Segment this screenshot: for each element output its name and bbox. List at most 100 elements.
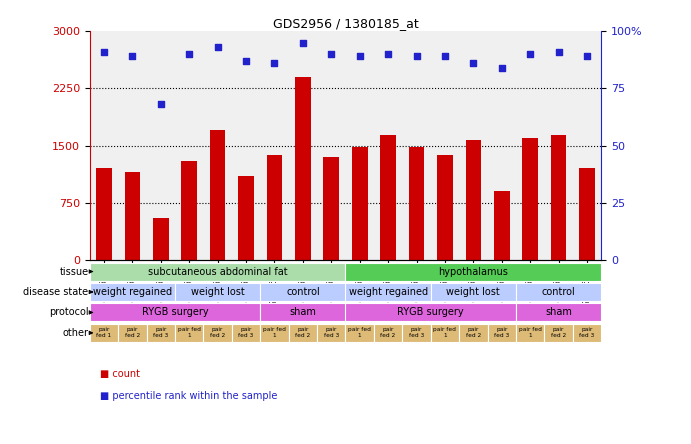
Text: pair
fed 3: pair fed 3	[323, 328, 339, 338]
Text: ■ count: ■ count	[100, 369, 140, 379]
Point	[99, 48, 110, 55]
Bar	[380, 135, 396, 260]
Bar	[90, 262, 346, 281]
Bar	[430, 324, 459, 342]
Bar	[579, 168, 595, 260]
Bar	[346, 283, 430, 301]
Bar	[346, 324, 374, 342]
Bar	[175, 283, 261, 301]
Text: RYGB surgery: RYGB surgery	[142, 307, 209, 317]
Text: pair
fed 3: pair fed 3	[579, 328, 594, 338]
Bar	[459, 324, 488, 342]
Text: pair
fed 3: pair fed 3	[238, 328, 254, 338]
Bar	[153, 218, 169, 260]
Text: pair fed
1: pair fed 1	[178, 328, 200, 338]
Text: weight regained: weight regained	[348, 287, 428, 297]
Text: subcutaneous abdominal fat: subcutaneous abdominal fat	[148, 266, 287, 277]
Point	[524, 51, 536, 58]
Text: other: other	[62, 328, 88, 338]
Bar	[466, 140, 481, 260]
Bar	[261, 324, 289, 342]
Text: tissue: tissue	[59, 266, 88, 277]
Text: sham: sham	[545, 307, 572, 317]
Bar	[96, 168, 112, 260]
Text: pair
fed 1: pair fed 1	[97, 328, 111, 338]
Point	[297, 39, 308, 46]
Point	[439, 53, 451, 60]
Text: pair
fed 3: pair fed 3	[494, 328, 509, 338]
Bar	[488, 324, 516, 342]
Text: weight lost: weight lost	[191, 287, 245, 297]
Point	[411, 53, 422, 60]
Point	[212, 44, 223, 51]
Bar	[352, 147, 368, 260]
Bar	[261, 283, 346, 301]
Text: pair
fed 3: pair fed 3	[409, 328, 424, 338]
Bar	[261, 303, 346, 321]
Bar	[430, 283, 516, 301]
Bar	[267, 155, 283, 260]
Bar	[238, 176, 254, 260]
Bar	[516, 283, 601, 301]
Bar	[494, 191, 509, 260]
Point	[127, 53, 138, 60]
Point	[383, 51, 394, 58]
Text: pair
fed 2: pair fed 2	[295, 328, 310, 338]
Bar	[323, 157, 339, 260]
Bar	[346, 303, 516, 321]
Bar	[146, 324, 175, 342]
Point	[581, 53, 592, 60]
Bar	[402, 324, 430, 342]
Point	[553, 48, 564, 55]
Text: protocol: protocol	[49, 307, 88, 317]
Bar	[545, 324, 573, 342]
Bar	[203, 324, 232, 342]
Text: pair fed
1: pair fed 1	[348, 328, 371, 338]
Bar	[408, 147, 424, 260]
Bar	[232, 324, 261, 342]
Point	[325, 51, 337, 58]
Text: control: control	[542, 287, 576, 297]
Text: pair
fed 2: pair fed 2	[466, 328, 481, 338]
Text: weight regained: weight regained	[93, 287, 172, 297]
Text: hypothalamus: hypothalamus	[438, 266, 509, 277]
Title: GDS2956 / 1380185_at: GDS2956 / 1380185_at	[273, 17, 418, 30]
Point	[354, 53, 366, 60]
Bar	[118, 324, 146, 342]
Text: pair
fed 2: pair fed 2	[551, 328, 566, 338]
Text: ■ percentile rank within the sample: ■ percentile rank within the sample	[100, 391, 278, 401]
Bar	[437, 155, 453, 260]
Bar	[90, 303, 261, 321]
Bar	[317, 324, 346, 342]
Point	[496, 64, 507, 71]
Text: pair fed
1: pair fed 1	[263, 328, 286, 338]
Bar	[346, 262, 601, 281]
Bar	[516, 303, 601, 321]
Bar	[551, 135, 567, 260]
Text: pair fed
1: pair fed 1	[519, 328, 542, 338]
Bar	[90, 324, 118, 342]
Bar	[289, 324, 317, 342]
Point	[184, 51, 195, 58]
Point	[155, 101, 167, 108]
Bar	[90, 283, 175, 301]
Point	[240, 57, 252, 64]
Text: pair
fed 2: pair fed 2	[381, 328, 396, 338]
Text: pair
fed 2: pair fed 2	[125, 328, 140, 338]
Text: pair fed
1: pair fed 1	[433, 328, 456, 338]
Text: sham: sham	[290, 307, 316, 317]
Bar	[210, 131, 225, 260]
Bar	[573, 324, 601, 342]
Bar	[522, 138, 538, 260]
Point	[468, 59, 479, 67]
Point	[269, 59, 280, 67]
Bar	[124, 172, 140, 260]
Text: pair
fed 3: pair fed 3	[153, 328, 169, 338]
Bar	[175, 324, 203, 342]
Bar	[182, 161, 197, 260]
Text: RYGB surgery: RYGB surgery	[397, 307, 464, 317]
Bar	[516, 324, 545, 342]
Text: pair
fed 2: pair fed 2	[210, 328, 225, 338]
Bar	[295, 77, 311, 260]
Text: disease state: disease state	[23, 287, 88, 297]
